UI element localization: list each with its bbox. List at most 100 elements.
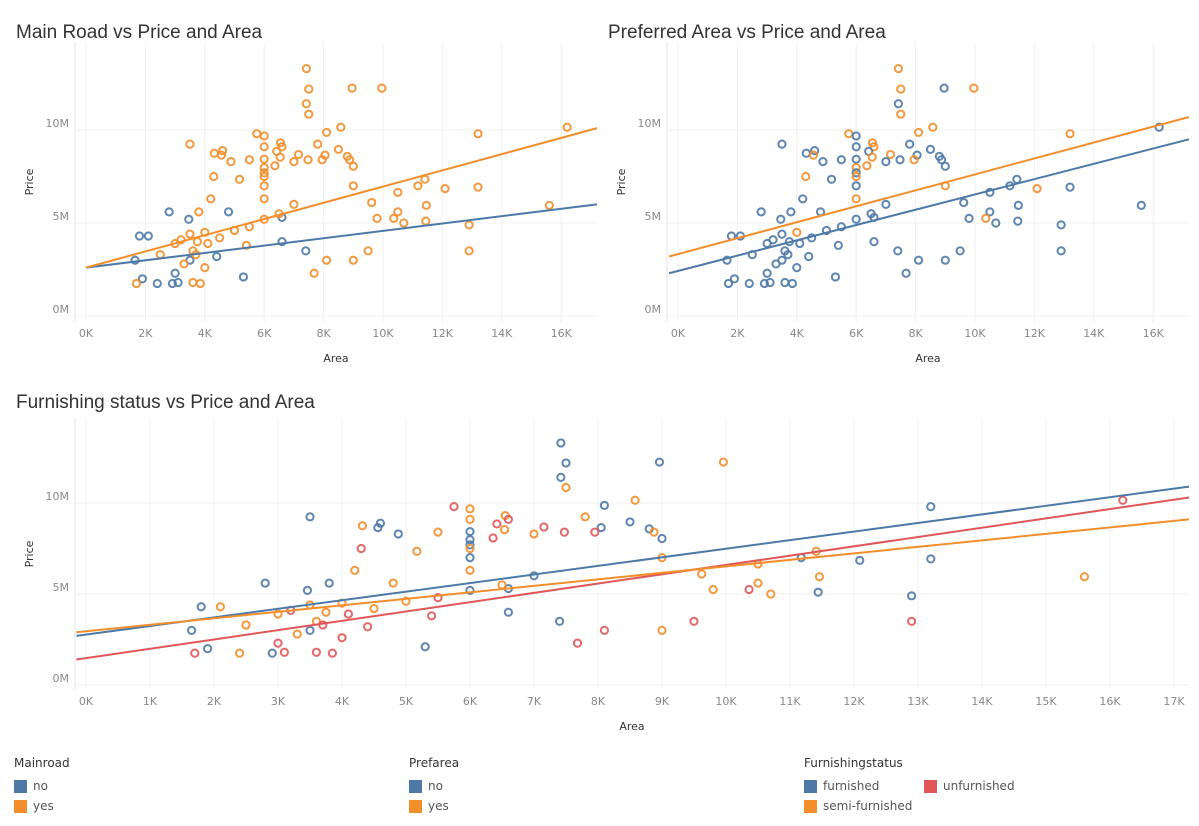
data-point[interactable] <box>851 214 861 224</box>
data-point[interactable] <box>913 255 924 265</box>
data-point[interactable] <box>465 514 475 524</box>
data-point[interactable] <box>926 554 936 564</box>
data-point[interactable] <box>866 209 876 219</box>
data-point[interactable] <box>881 199 891 209</box>
data-point[interactable] <box>939 83 949 93</box>
data-point[interactable] <box>901 268 911 278</box>
data-point[interactable] <box>762 238 772 249</box>
data-point[interactable] <box>991 218 1001 228</box>
data-point[interactable] <box>503 514 513 524</box>
data-point[interactable] <box>131 278 142 289</box>
data-point[interactable] <box>275 152 285 162</box>
data-point[interactable] <box>311 647 321 657</box>
data-point[interactable] <box>708 584 718 595</box>
data-point[interactable] <box>810 146 820 156</box>
data-point[interactable] <box>562 122 572 132</box>
data-point[interactable] <box>881 157 891 167</box>
data-point[interactable] <box>657 533 667 544</box>
data-point[interactable] <box>304 84 314 94</box>
data-point[interactable] <box>259 194 269 204</box>
data-point[interactable] <box>293 149 304 160</box>
trend-line-yes[interactable] <box>85 127 598 269</box>
data-point[interactable] <box>464 220 474 230</box>
data-point[interactable] <box>440 183 450 194</box>
data-point[interactable] <box>1118 495 1128 505</box>
data-point[interactable] <box>420 642 430 652</box>
data-point[interactable] <box>389 213 399 223</box>
data-point[interactable] <box>209 171 219 182</box>
data-point[interactable] <box>449 502 459 512</box>
data-point[interactable] <box>302 585 313 595</box>
trend-line-no[interactable] <box>85 203 598 269</box>
data-point[interactable] <box>783 250 793 260</box>
data-point[interactable] <box>851 142 861 152</box>
data-point[interactable] <box>885 149 896 160</box>
data-point[interactable] <box>896 84 906 94</box>
data-point[interactable] <box>926 502 936 512</box>
data-point[interactable] <box>235 648 245 658</box>
data-point[interactable] <box>143 231 153 241</box>
data-point[interactable] <box>851 162 861 173</box>
data-point[interactable] <box>649 527 659 537</box>
data-point[interactable] <box>940 161 950 171</box>
data-point[interactable] <box>259 181 269 191</box>
data-point[interactable] <box>851 131 861 141</box>
data-point[interactable] <box>907 616 917 626</box>
data-point[interactable] <box>759 278 770 289</box>
data-point[interactable] <box>241 620 251 630</box>
data-point[interactable] <box>801 148 811 158</box>
data-point[interactable] <box>818 157 828 167</box>
data-point[interactable] <box>401 596 411 606</box>
data-point[interactable] <box>905 139 915 149</box>
data-point[interactable] <box>188 277 198 288</box>
data-point[interactable] <box>776 214 786 224</box>
data-point[interactable] <box>503 607 513 617</box>
data-point[interactable] <box>925 144 936 154</box>
data-point[interactable] <box>851 181 861 191</box>
data-point[interactable] <box>187 625 197 636</box>
data-point[interactable] <box>836 155 846 165</box>
data-point[interactable] <box>718 457 729 467</box>
data-point[interactable] <box>465 553 475 563</box>
data-point[interactable] <box>184 214 194 224</box>
data-point[interactable] <box>179 259 189 269</box>
data-point[interactable] <box>301 64 311 74</box>
data-point[interactable] <box>893 99 903 109</box>
data-point[interactable] <box>1013 200 1023 210</box>
data-point[interactable] <box>215 233 225 243</box>
data-point[interactable] <box>309 268 319 278</box>
data-point[interactable] <box>192 237 202 247</box>
data-point[interactable] <box>321 255 332 265</box>
data-point[interactable] <box>1079 572 1090 582</box>
data-point[interactable] <box>363 246 373 256</box>
data-point[interactable] <box>572 638 583 648</box>
data-point[interactable] <box>303 155 313 165</box>
data-point[interactable] <box>657 625 667 636</box>
data-point[interactable] <box>765 277 775 288</box>
data-point[interactable] <box>226 157 236 167</box>
data-point[interactable] <box>940 255 950 265</box>
data-point[interactable] <box>744 584 754 595</box>
data-point[interactable] <box>373 522 383 533</box>
data-point[interactable] <box>959 197 969 208</box>
data-point[interactable] <box>223 207 234 217</box>
data-point[interactable] <box>277 237 287 247</box>
data-point[interactable] <box>771 259 781 269</box>
data-point[interactable] <box>289 199 299 209</box>
data-point[interactable] <box>343 609 353 619</box>
data-point[interactable] <box>363 622 373 632</box>
data-point[interactable] <box>862 161 872 171</box>
data-point[interactable] <box>697 569 707 579</box>
data-point[interactable] <box>787 278 797 289</box>
legend-item-yes[interactable]: yes <box>409 796 459 816</box>
data-point[interactable] <box>969 83 979 93</box>
data-point[interactable] <box>1032 183 1042 194</box>
data-point[interactable] <box>936 155 947 165</box>
data-point[interactable] <box>321 127 332 138</box>
data-point[interactable] <box>267 648 277 658</box>
data-point[interactable] <box>190 648 200 658</box>
data-point[interactable] <box>909 155 919 165</box>
data-point[interactable] <box>215 602 225 612</box>
data-point[interactable] <box>792 263 802 273</box>
data-point[interactable] <box>744 278 754 289</box>
